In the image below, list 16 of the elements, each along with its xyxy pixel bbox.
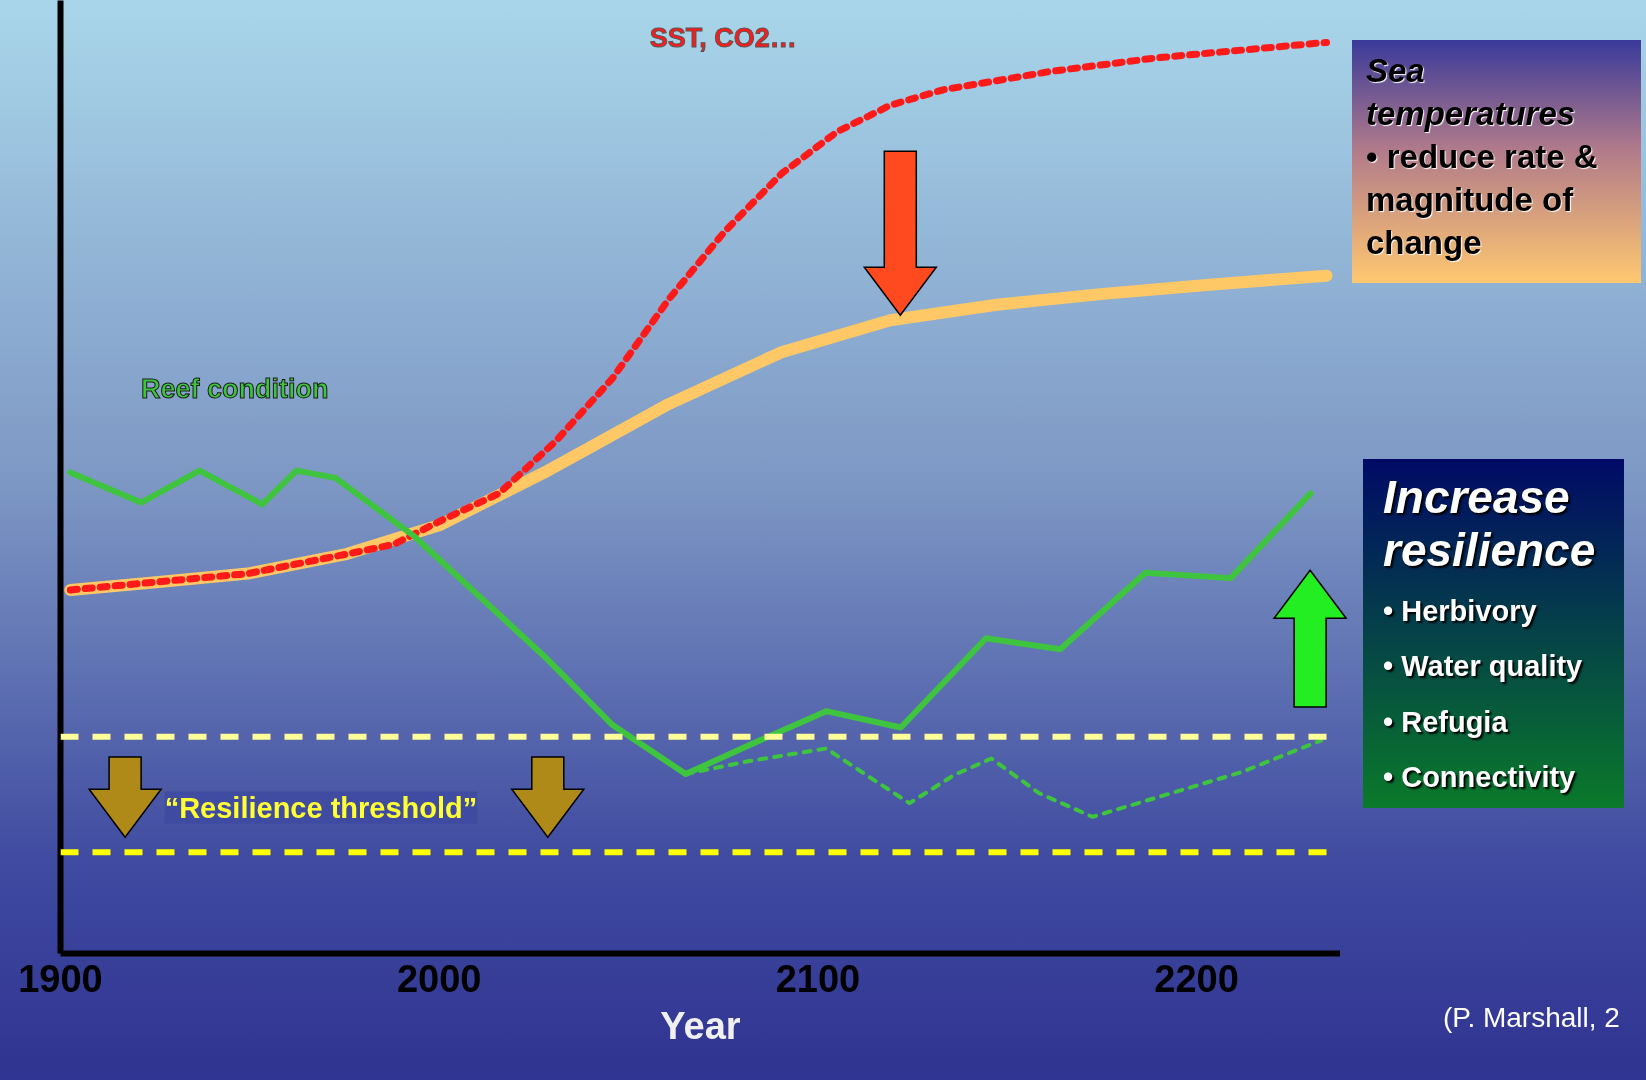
x-tick-label: 2000 [396,957,482,1000]
text: • Refugia [1383,704,1509,740]
text: Sea temperatures [1366,51,1577,134]
text: (P. Marshall, 2 [1443,1001,1620,1035]
text: • reduce rate & magnitude of change [1366,136,1599,263]
x-tick-label: 2200 [1154,957,1239,1000]
x-axis-title: Year [660,1004,741,1047]
text: • Water quality [1383,649,1584,685]
text: Reef condition [140,373,329,404]
text: Increase resilience [1383,471,1597,577]
x-tick-label: 2100 [775,957,861,1000]
annotation: “Resilience threshold” [164,791,478,824]
text: SST, CO2… [649,22,797,53]
x-tick-label: 1900 [18,957,103,1000]
text: • Herbivory [1383,593,1538,629]
text: • Connectivity [1383,760,1577,796]
